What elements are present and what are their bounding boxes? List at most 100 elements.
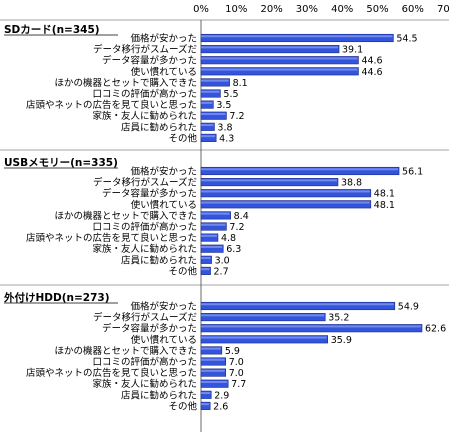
bar-highlight [201, 190, 370, 193]
bar [200, 211, 231, 220]
bar [200, 401, 211, 410]
category-label: 家族・友人に勧められた [92, 243, 197, 255]
bar [200, 255, 212, 264]
x-tick-label: 50% [366, 4, 388, 15]
bar-highlight [201, 380, 228, 383]
value-label: 5.9 [225, 346, 240, 357]
x-tick-label: 0% [193, 4, 209, 15]
value-label: 62.6 [425, 324, 446, 335]
bar-highlight [201, 245, 223, 248]
category-label: 店頭やネットの広告を見て良いと思った [26, 367, 197, 379]
bar-highlight [201, 336, 327, 339]
x-tick-label: 30% [296, 4, 318, 15]
category-label: 使い慣れている [131, 199, 197, 211]
category-label: ほかの機器とセットで購入できた [54, 77, 197, 89]
value-label: 7.0 [229, 368, 244, 379]
value-label: 38.8 [341, 178, 362, 189]
value-label: 44.6 [361, 56, 382, 67]
bar [200, 89, 221, 98]
bar-highlight [201, 57, 358, 60]
value-label: 7.7 [231, 379, 246, 390]
bar [200, 45, 340, 54]
value-label: 4.8 [221, 233, 236, 244]
bar [200, 100, 214, 109]
value-label: 6.3 [226, 244, 241, 255]
category-label: 口コミの評価が高かった [92, 356, 197, 368]
value-label: 3.0 [215, 255, 230, 266]
category-label: 店員に勧められた [121, 254, 197, 266]
category-label: 価格が安かった [130, 33, 197, 45]
bar [200, 368, 227, 377]
bar [200, 324, 423, 333]
value-label: 2.6 [213, 401, 228, 412]
category-label: その他 [168, 400, 197, 412]
category-label: データ移行がスムーズだ [93, 177, 198, 189]
group-title: 外付けHDD(n=273) [3, 291, 110, 304]
category-label: データ移行がスムーズだ [93, 44, 198, 56]
category-label: 店頭やネットの広告を見て良いと思った [26, 232, 197, 244]
bar-highlight [201, 68, 358, 71]
group-title: USBメモリー(n=335) [4, 157, 118, 169]
category-label: 店員に勧められた [121, 389, 197, 401]
bar-highlight [201, 135, 216, 138]
bar-highlight [201, 168, 399, 171]
bar-highlight [201, 403, 210, 406]
value-label: 48.1 [374, 200, 395, 211]
value-label: 7.2 [229, 222, 244, 233]
bar [200, 266, 211, 275]
bar-highlight [201, 369, 225, 372]
value-label: 2.9 [214, 390, 229, 401]
bar-highlight [201, 257, 211, 260]
value-label: 54.5 [396, 34, 417, 45]
category-label: 家族・友人に勧められた [92, 378, 197, 390]
bar [200, 379, 229, 388]
bar-highlight [201, 358, 225, 361]
bar-highlight [201, 35, 393, 38]
bar-highlight [201, 79, 229, 82]
bar-highlight [201, 124, 214, 127]
category-label: 使い慣れている [131, 334, 197, 346]
bar [200, 390, 212, 399]
bar-highlight [201, 201, 370, 204]
bar-highlight [201, 392, 211, 395]
value-label: 4.3 [219, 133, 234, 144]
bar [200, 313, 326, 322]
value-label: 44.6 [361, 67, 382, 78]
bar-highlight [201, 268, 210, 271]
bar [200, 111, 227, 120]
x-tick-label: 70% [437, 4, 449, 15]
value-label: 7.2 [229, 111, 244, 122]
category-label: 家族・友人に勧められた [92, 110, 197, 122]
value-label: 3.8 [217, 122, 232, 133]
bar [200, 200, 372, 209]
bar-highlight [201, 303, 394, 306]
value-label: 56.1 [402, 167, 423, 178]
bar-highlight [201, 112, 226, 115]
x-tick-label: 60% [402, 4, 424, 15]
category-label: データ移行がスムーズだ [93, 312, 198, 324]
category-label: ほかの機器とセットで購入できた [54, 210, 197, 222]
category-label: データ容量が多かった [102, 188, 197, 200]
value-label: 35.2 [328, 313, 349, 324]
x-tick-label: 40% [331, 4, 353, 15]
bar [200, 56, 359, 65]
bar-highlight [201, 101, 213, 104]
category-label: 価格が安かった [130, 166, 197, 178]
bar [200, 233, 219, 242]
value-label: 5.5 [223, 89, 238, 100]
bar [200, 346, 223, 355]
bar [200, 166, 400, 176]
value-label: 54.9 [398, 302, 419, 313]
bar-highlight [201, 325, 421, 328]
value-label: 48.1 [374, 189, 395, 200]
value-label: 39.1 [342, 45, 363, 56]
bar [200, 244, 224, 253]
category-label: 口コミの評価が高かった [92, 88, 197, 100]
bar-highlight [201, 46, 339, 49]
bar [200, 178, 339, 187]
bar [200, 133, 217, 142]
bar [200, 222, 227, 231]
group-title: SDカード(n=345) [4, 24, 100, 36]
bar-highlight [201, 347, 221, 350]
category-label: データ容量が多かった [102, 55, 197, 67]
